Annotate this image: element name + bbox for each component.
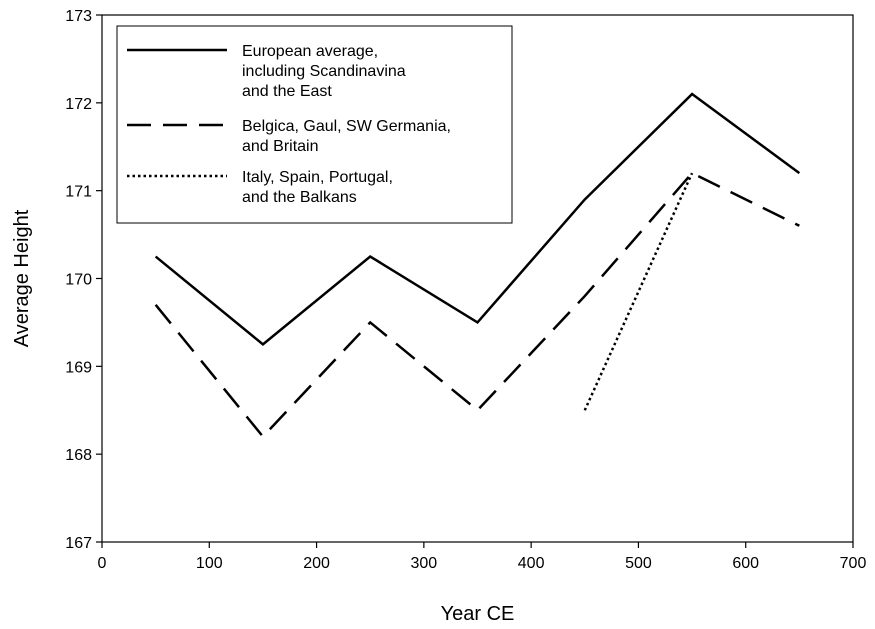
legend-label: and the East	[242, 83, 332, 100]
y-axis-ticks: 167 168 169 170 171 172 173	[65, 8, 102, 552]
x-axis-ticks: 0 100 200 300 400 500 600 700	[98, 542, 867, 572]
x-tick-label: 200	[303, 555, 330, 572]
y-tick-label: 171	[65, 184, 92, 201]
x-tick-label: 500	[625, 555, 652, 572]
x-axis-title: Year CE	[441, 603, 515, 625]
x-tick-label: 700	[840, 555, 867, 572]
y-tick-label: 167	[65, 535, 92, 552]
y-tick-label: 169	[65, 359, 92, 376]
x-tick-label: 0	[98, 555, 107, 572]
series-line-dotted	[583, 172, 694, 411]
series-lines	[154, 92, 801, 439]
x-tick-label: 400	[518, 555, 545, 572]
y-tick-label: 168	[65, 447, 92, 464]
legend-label: Belgica, Gaul, SW Germania,	[242, 118, 451, 135]
legend: European average, including Scandinavina a…	[116, 25, 513, 224]
legend-label: including Scandinavina	[242, 63, 406, 80]
legend-label: and the Balkans	[242, 189, 357, 206]
x-tick-label: 300	[411, 555, 438, 572]
legend-label: and Britain	[242, 138, 319, 155]
y-tick-label: 173	[65, 8, 92, 25]
x-tick-label: 100	[196, 555, 223, 572]
y-axis-title: Average Height	[11, 209, 33, 347]
y-tick-label: 170	[65, 272, 92, 289]
y-tick-label: 172	[65, 96, 92, 113]
series-line-solid	[154, 92, 801, 346]
legend-label: Italy, Spain, Portugal,	[242, 169, 393, 186]
x-tick-label: 600	[732, 555, 759, 572]
legend-label: European average,	[242, 43, 378, 60]
